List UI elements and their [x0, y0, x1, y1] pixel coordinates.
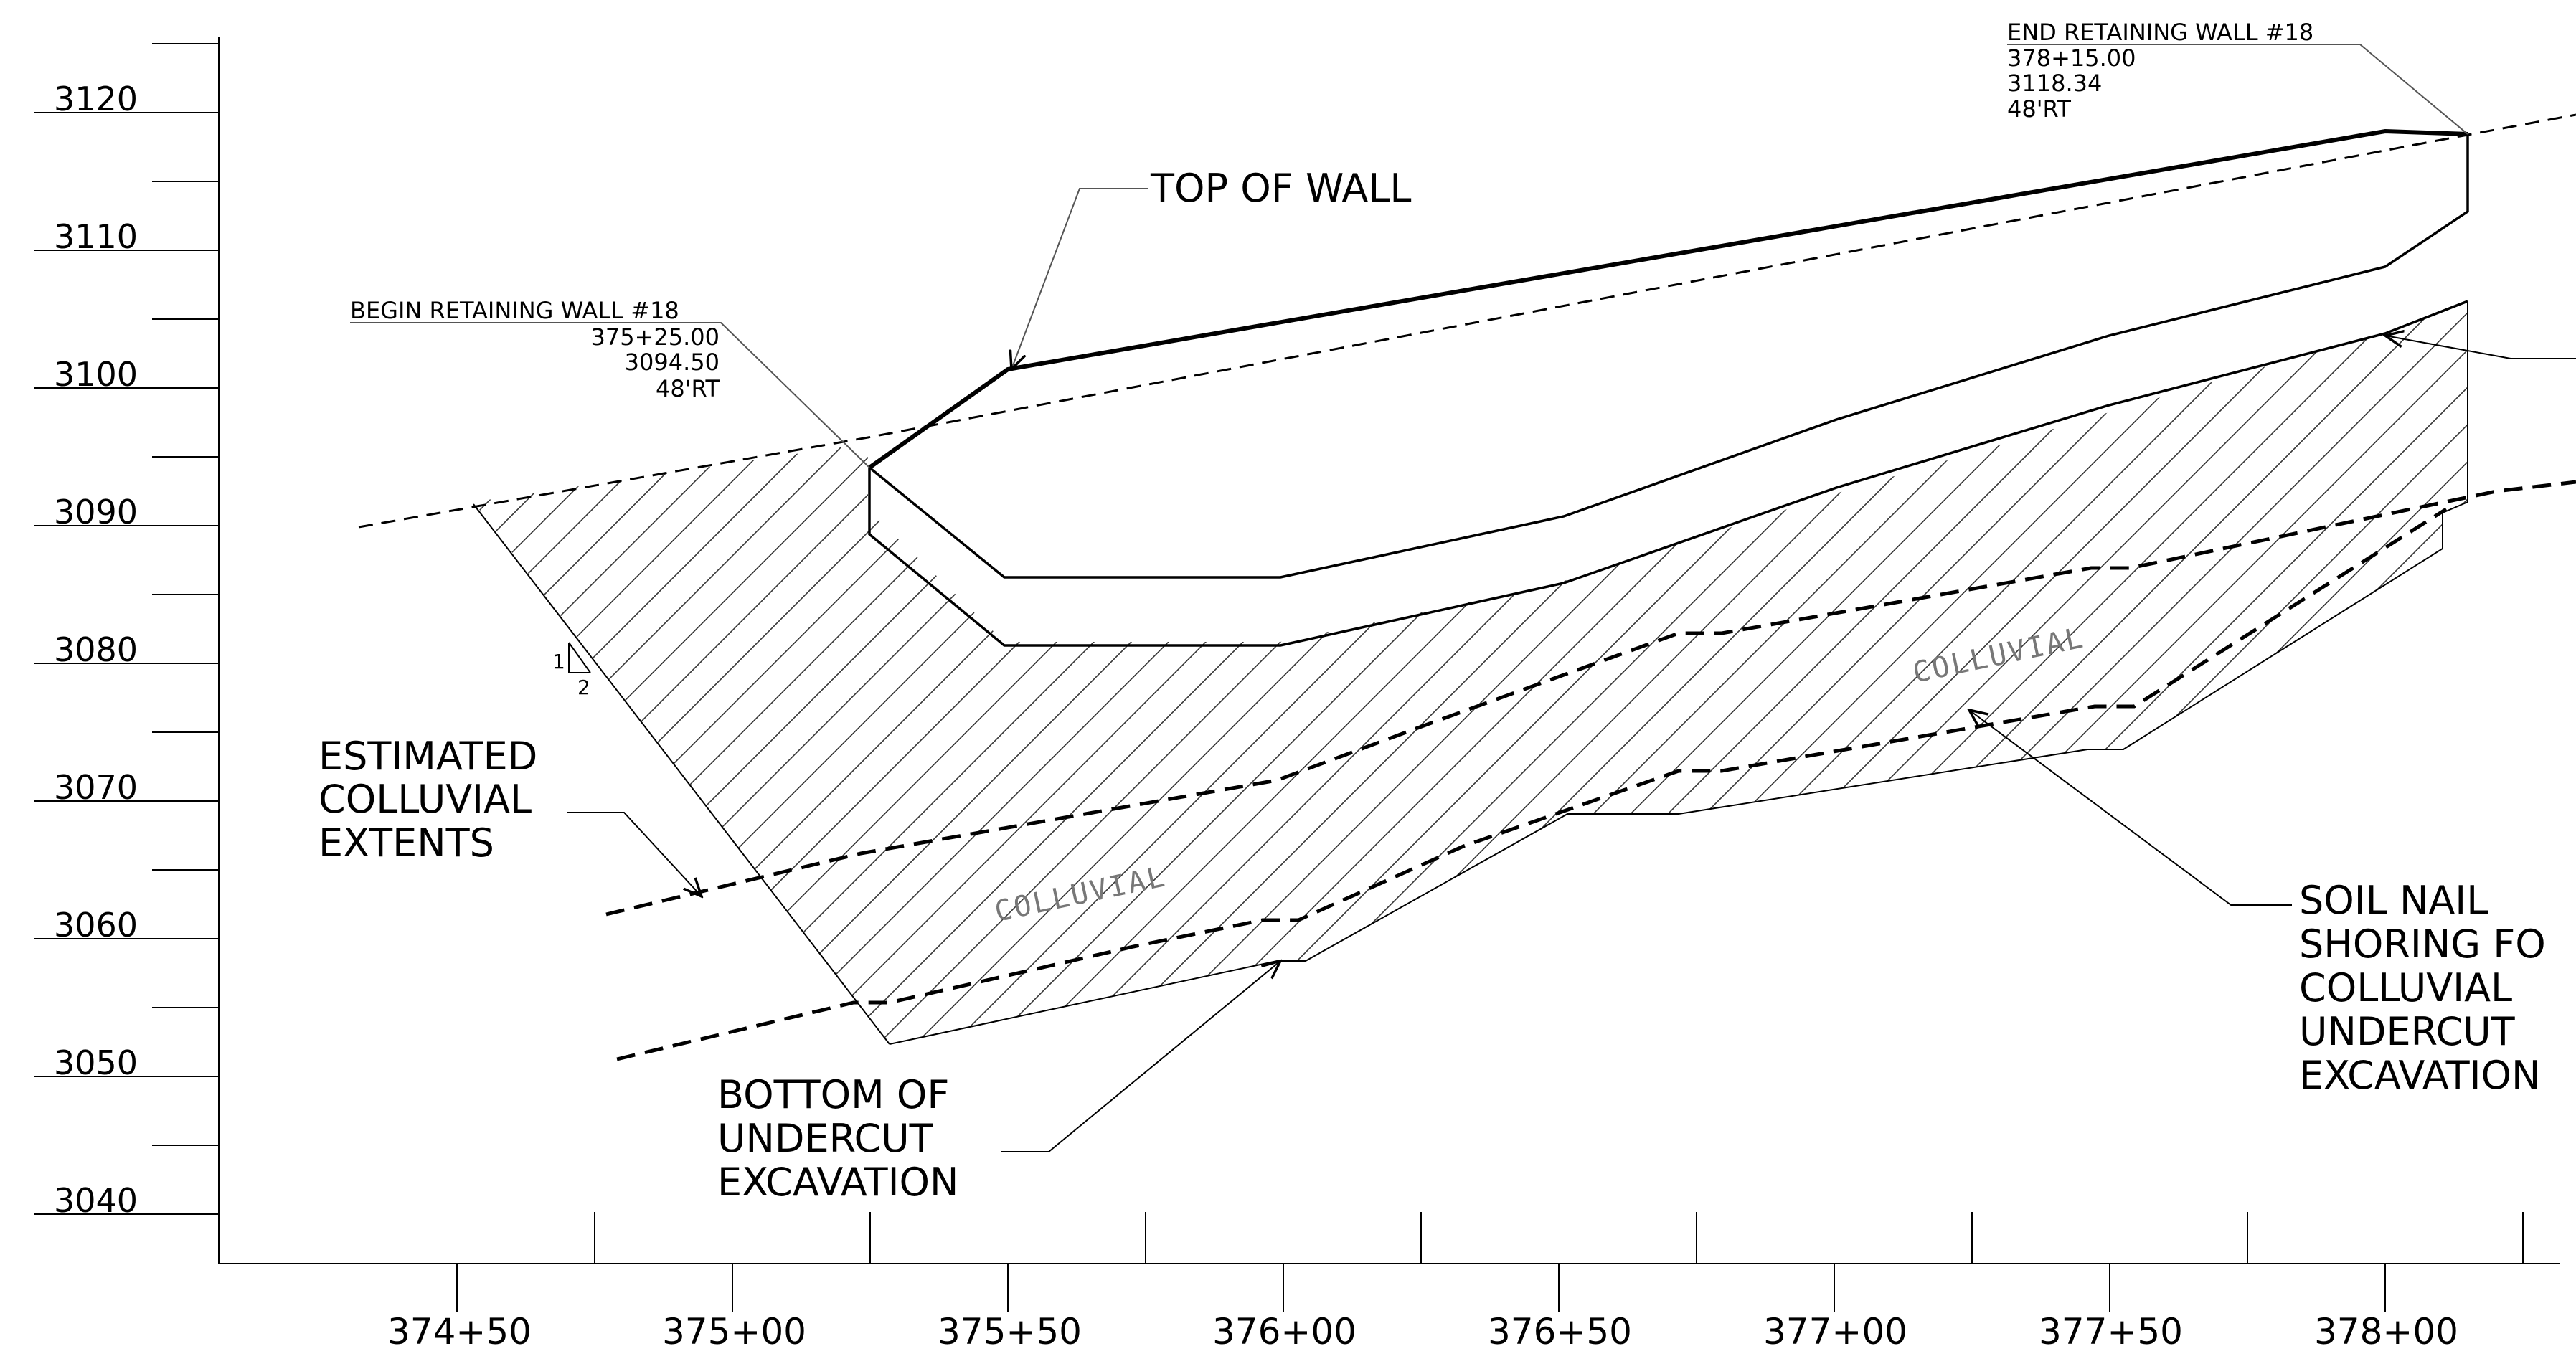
elevation-label-3100: 3100	[54, 355, 138, 394]
estimated-colluvial-line-2: COLLUVIAL	[319, 777, 532, 822]
colluvial-label-left: COLLUVIAL	[992, 860, 1170, 929]
station-label-375-50: 375+50	[938, 1311, 1082, 1353]
begin-wall-callout: BEGIN RETAINING WALL #18 375+25.00 3094.…	[350, 297, 870, 468]
colluvial-hatch-pattern	[473, 301, 2468, 1044]
bottom-undercut-line-1: BOTTOM OF	[717, 1072, 949, 1117]
hatch-line	[473, 301, 1364, 1044]
hatch-line	[473, 301, 1438, 1044]
elevation-label-3080: 3080	[54, 630, 138, 669]
hatch-line	[1181, 301, 2259, 1044]
station-label-375-00: 375+00	[662, 1311, 806, 1353]
bottom-undercut-callout: BOTTOM OF UNDERCUT EXCAVATION	[717, 961, 1280, 1205]
station-label-377-00: 377+00	[1763, 1311, 1907, 1353]
soil-nail-line-3: COLLUVIAL	[2299, 965, 2512, 1010]
station-label-376-50: 376+50	[1488, 1311, 1632, 1353]
hatch-line	[1331, 301, 2408, 1044]
elevation-label-3110: 3110	[54, 217, 138, 256]
hatch-line	[473, 301, 1252, 1044]
colluvial-extent-upper	[605, 480, 2576, 917]
hatch-line	[2002, 301, 2468, 1044]
station-label-376-00: 376+00	[1212, 1311, 1357, 1353]
station-label-377-50: 377+50	[2039, 1311, 2183, 1353]
slope-run-label: 2	[577, 676, 590, 699]
hatch-line	[1256, 301, 2334, 1044]
hatch-line	[808, 301, 1886, 1044]
hatch-line	[1032, 301, 2110, 1044]
soil-nail-line-5: EXCAVATION	[2299, 1053, 2540, 1098]
estimated-colluvial-line-1: ESTIMATED	[319, 734, 537, 779]
slope-ratio-symbol: 1 2	[552, 642, 591, 699]
hatch-line	[771, 301, 1849, 1044]
elevation-label-3040: 3040	[54, 1181, 138, 1220]
hatch-line	[473, 301, 1289, 1044]
end-wall-station: 378+15.00	[2007, 44, 2136, 72]
top-of-wall-label: TOP OF WALL	[1150, 166, 1412, 211]
hatch-line	[1070, 301, 2147, 1044]
elevation-labels: 3120 3110 3100 3090 3080 3070 3060 3050 …	[54, 80, 138, 1220]
wall-face-lower	[868, 300, 2468, 647]
hatch-line	[622, 301, 1699, 1044]
soil-nail-line-2: SHORING FO	[2299, 922, 2546, 967]
top-of-wall-line	[868, 128, 2468, 470]
station-label-378-00: 378+00	[2314, 1311, 2458, 1353]
station-labels: 374+50 375+00 375+50 376+00 376+50 377+0…	[387, 1311, 2458, 1353]
end-wall-title: END RETAINING WALL #18	[2007, 19, 2313, 46]
begin-wall-title: BEGIN RETAINING WALL #18	[350, 297, 679, 324]
elevation-ticks	[34, 43, 219, 1215]
hatch-line	[473, 301, 991, 1044]
hatch-line	[734, 301, 1811, 1044]
begin-wall-elevation: 3094.50	[625, 349, 720, 376]
bottom-undercut-line-3: EXCAVATION	[717, 1160, 958, 1205]
begin-wall-offset: 48'RT	[656, 375, 720, 402]
top-of-wall-callout: TOP OF WALL	[1011, 166, 1412, 369]
bottom-undercut-line-2: UNDERCUT	[717, 1116, 934, 1161]
hatch-line	[473, 301, 1177, 1044]
hatch-line	[473, 301, 1065, 1044]
elevation-label-3120: 3120	[54, 80, 138, 118]
wall-face-upper	[868, 134, 2469, 579]
elevation-label-3050: 3050	[54, 1043, 138, 1082]
excavation-bottom-line	[889, 301, 2468, 1045]
hatch-line	[473, 301, 1476, 1044]
slope-rise-label: 1	[552, 650, 565, 673]
hatch-line	[473, 301, 1326, 1044]
hatch-line	[1107, 301, 2184, 1044]
station-label-374-50: 374+50	[387, 1311, 532, 1353]
colluvial-extent-lower	[616, 507, 2448, 1061]
hatch-line	[473, 301, 1513, 1044]
hatch-line	[473, 301, 1214, 1044]
end-wall-callout: END RETAINING WALL #18 378+15.00 3118.34…	[2007, 19, 2468, 135]
hatch-line	[1219, 301, 2296, 1044]
estimated-colluvial-callout: ESTIMATED COLLUVIAL EXTENTS	[319, 734, 702, 896]
existing-ground-line	[358, 113, 2576, 529]
soil-nail-line-4: UNDERCUT	[2299, 1009, 2516, 1054]
hatch-line	[585, 301, 1662, 1044]
station-ticks	[456, 1212, 2524, 1312]
hatch-line	[697, 301, 1774, 1044]
estimated-colluvial-line-3: EXTENTS	[319, 820, 494, 866]
excavation-cut-slope	[473, 503, 890, 1045]
soil-nail-callout: SOIL NAIL SHORING FO COLLUVIAL UNDERCUT …	[1969, 710, 2546, 1098]
elevation-label-3070: 3070	[54, 768, 138, 807]
hatch-line	[659, 301, 1737, 1044]
hatch-line	[995, 301, 2072, 1044]
hatch-line	[1144, 301, 2222, 1044]
end-wall-offset: 48'RT	[2007, 95, 2071, 123]
right-edge-leader	[2385, 336, 2576, 359]
hatch-line	[1368, 301, 2445, 1044]
hatch-line	[473, 301, 953, 1044]
hatch-line	[473, 301, 1103, 1044]
hatch-line	[473, 301, 1401, 1044]
begin-wall-station: 375+25.00	[591, 323, 720, 351]
elevation-label-3060: 3060	[54, 906, 138, 944]
hatch-line	[473, 301, 1140, 1044]
elevation-label-3090: 3090	[54, 493, 138, 531]
soil-nail-line-1: SOIL NAIL	[2299, 878, 2488, 923]
hatch-line	[958, 301, 2035, 1044]
end-wall-elevation: 3118.34	[2007, 70, 2102, 97]
